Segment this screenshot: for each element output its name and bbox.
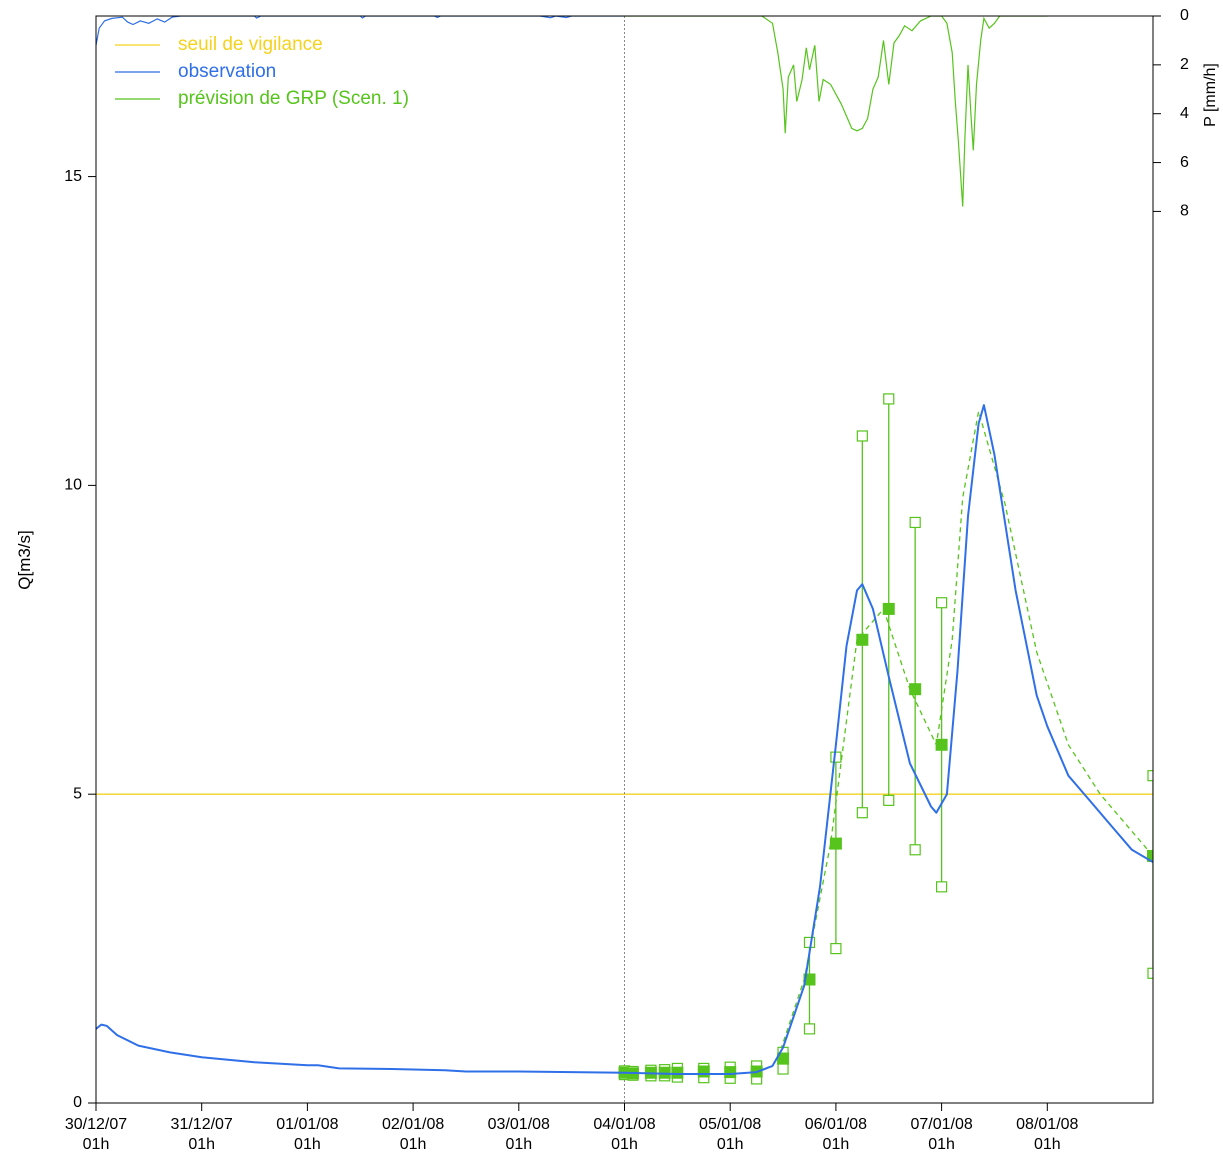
y2-tick-label: 6 [1180,154,1189,171]
forecast-median-marker [671,1066,684,1079]
x-tick-hour-label: 01h [717,1136,744,1153]
observation-line [96,404,1153,1075]
x-tick-date-label: 31/12/07 [171,1116,233,1133]
forecast-median-marker [803,973,816,986]
forecast-low-marker [1147,967,1153,979]
forecast-low-marker [909,844,921,856]
forecast-median-marker [882,602,895,615]
legend-label: observation [178,61,276,82]
forecast-low-marker [856,807,868,819]
forecast-low-marker [830,942,842,955]
forecast-low-marker [935,881,948,893]
x-tick-hour-label: 01h [505,1136,532,1153]
forecast-high-marker [803,936,816,949]
forecast-high-marker [883,393,895,405]
x-tick-date-label: 06/01/08 [805,1116,867,1133]
y-axis-label: Q[m3/s] [15,530,34,590]
x-tick-hour-label: 01h [400,1136,427,1153]
rain-observed-line [96,16,625,46]
legend: seuil de vigilance observation prévision d… [115,34,409,109]
x-tick-date-label: 04/01/08 [593,1116,655,1133]
forecast-median-marker [697,1065,710,1078]
x-tick-date-label: 03/01/08 [488,1116,550,1133]
legend-label: seuil de vigilance [178,34,323,55]
forecast-high-marker [856,430,868,442]
x-tick-hour-label: 01h [928,1136,955,1153]
plot-frame [95,15,1154,1104]
x-tick-hour-label: 01h [823,1136,850,1153]
forecast-median-marker [856,633,869,646]
forecast-median-marker [909,683,922,696]
y2-tick-label: 2 [1180,56,1189,73]
forecast-median-marker [724,1066,737,1079]
x-tick-date-label: 05/01/08 [699,1116,761,1133]
x-tick-date-label: 01/01/08 [276,1116,338,1133]
x-tick-date-label: 02/01/08 [382,1116,444,1133]
rain-layer [96,16,1048,207]
x-tick-hour-label: 01h [294,1136,321,1153]
forecast-median-marker [935,738,948,751]
forecast-low-marker [803,1023,816,1035]
forecast-high-marker [935,597,948,609]
forecast-low-marker [883,794,895,806]
x-tick-hour-label: 01h [188,1136,215,1153]
x-tick-date-label: 08/01/08 [1016,1116,1078,1133]
y2-tick-label: 0 [1180,7,1189,24]
observation-layer [96,404,1153,1075]
y-tick-label: 10 [64,477,82,494]
forecast-median-line [777,411,1153,1059]
forecast-low-marker [777,1063,789,1075]
y-tick-label: 5 [73,785,82,802]
x-tick-hour-label: 01h [83,1136,110,1153]
rain-forecast-line [624,16,1048,207]
y-tick-label: 0 [73,1094,82,1111]
x-tick-hour-label: 01h [1034,1136,1061,1153]
x-tick-hour-label: 01h [611,1136,638,1153]
forecast-high-marker [909,516,921,529]
forecast-high-marker [1147,770,1153,782]
axes-layer: 0 5 10 15 0 2 4 6 8 30/12/07 01h 31/12/07 01h 01/01/0… [64,7,1189,1153]
forecast-layer [618,393,1153,1085]
y2-tick-label: 4 [1180,105,1189,122]
y2-axis-label: P [mm/h] [1202,63,1219,127]
forecast-median-marker [829,837,842,850]
x-tick-date-label: 30/12/07 [65,1116,127,1133]
legend-label: prévision de GRP (Scen. 1) [178,88,409,109]
y-tick-label: 15 [64,168,82,185]
forecast-median-marker [1147,849,1153,862]
x-tick-date-label: 07/01/08 [910,1116,972,1133]
y2-tick-label: 8 [1180,203,1189,220]
